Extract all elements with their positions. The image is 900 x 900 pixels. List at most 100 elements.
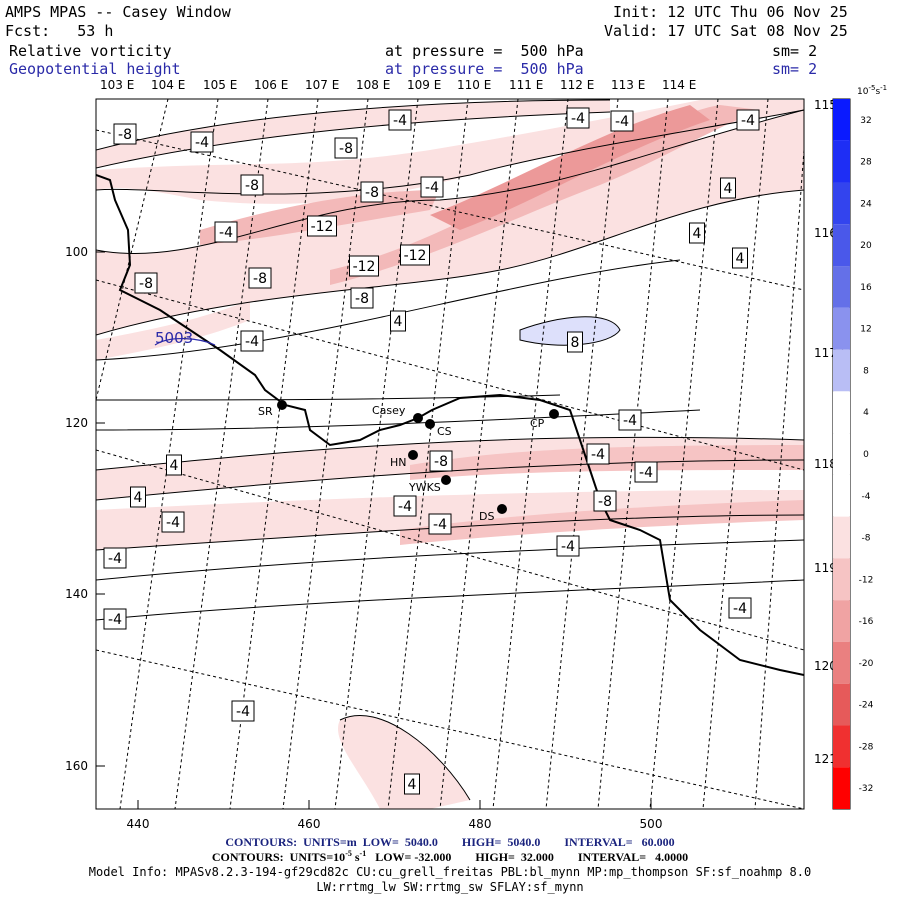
svg-text:-8: -8 [118,127,132,143]
contour-label: 8 [567,331,583,353]
colorbar-label: -20 [859,659,874,669]
svg-text:4: 4 [394,314,403,330]
svg-text:-4: -4 [733,601,747,617]
y-tick-label: 100 [65,245,88,259]
shade-band-6 [430,105,710,230]
x-tick-label: 440 [127,817,150,831]
y-tick-label: 120 [65,416,88,430]
colorbar-swatch [833,433,850,475]
svg-text:-12: -12 [353,259,376,275]
geopotential-contour [154,337,216,346]
colorbar-label: -16 [859,617,874,627]
contour-label: 4 [130,486,146,508]
contour-label: 4 [390,310,406,332]
field2-smoothing: sm= 2 [772,60,818,78]
contour-label: -4 [103,547,127,569]
colorbar-swatch [833,307,850,350]
contour-label: -8 [350,287,374,309]
colorbar-swatch [833,600,850,642]
contour-label: 4 [404,773,420,795]
contour-label: -12 [307,215,337,237]
colorbar-label: -28 [859,742,874,752]
svg-text:-4: -4 [245,334,259,350]
station-hn: HN [390,450,418,469]
init-time: Init: 12 UTC Thu 06 Nov 25 [613,3,848,21]
colorbar-labels: 32 28 24 20 16 12 8 4 0 -4 -8 -12 -16 -20 -24 -28 -32 [859,116,874,794]
top-lon-label: 108 E [356,78,390,92]
colorbar-label: 12 [860,325,871,335]
contour-label: -4 [161,511,185,533]
valid-time: Valid: 17 UTC Sat 08 Nov 25 [604,22,848,40]
contour-label: -4 [190,131,214,153]
contour-label: 4 [732,247,748,269]
svg-text:-8: -8 [355,291,369,307]
colorbar-label: 8 [863,366,869,376]
station-ds: DS [479,504,507,523]
colorbar-label: -12 [859,575,874,585]
contour-label: 4 [689,222,705,244]
svg-text:-4: -4 [591,447,605,463]
svg-text:-4: -4 [571,111,585,127]
x-axis-ticks: 440 460 480 500 [127,800,662,831]
svg-text:-8: -8 [253,271,267,287]
field1-name: Relative vorticity [9,42,172,60]
colorbar-swatch [833,349,850,392]
contour-label: -4 [103,608,127,630]
svg-text:-8: -8 [245,178,259,194]
top-lon-labels: 103 E 104 E 105 E 106 E 107 E 108 E 109 E 110 E… [100,78,696,92]
svg-text:-4: -4 [108,551,122,567]
y-tick-label: 160 [65,759,88,773]
colorbar-swatch [833,266,850,308]
plot-area [96,99,804,809]
contour-label: -4 [388,109,412,131]
colorbar-swatch [833,725,850,768]
contour-label: -4 [728,597,752,619]
forecast-hour: Fcst: 53 h [5,22,114,40]
contour-label: -4 [393,495,417,517]
colorbar-swatch [833,516,850,559]
lon-graticule [96,99,804,809]
svg-text:-4: -4 [236,704,250,720]
shade-band-5 [330,105,760,285]
svg-text:-4: -4 [219,225,233,241]
shade-band-7 [96,300,250,360]
contour-label: -8 [593,490,617,512]
svg-text:-8: -8 [339,141,353,157]
shade-band-1 [96,100,610,168]
svg-text:-4: -4 [639,465,653,481]
colorbar-label: 20 [860,241,872,251]
contour-label: -12 [349,255,379,277]
svg-text:-4: -4 [561,539,575,555]
colorbar-swatch [833,474,850,517]
colorbar-label: -32 [859,784,874,794]
top-lon-label: 109 E [407,78,441,92]
svg-text:4: 4 [408,777,417,793]
contour-label: -8 [113,123,137,145]
colorbar-fills [833,99,850,809]
svg-text:-4: -4 [623,413,637,429]
svg-text:4: 4 [170,458,179,474]
field2-name: Geopotential height [9,60,181,78]
vorticity-shading [96,100,804,809]
station-label-ywks: YWKS [408,481,441,494]
top-lon-label: 114 E [662,78,696,92]
colorbar-swatch [833,182,850,225]
colorbar-unit: 10-5s-1 [857,84,887,97]
contour-label: -8 [248,267,272,289]
svg-text:-4: -4 [393,113,407,129]
station-ywks: YWKS [408,475,451,494]
station-casey: Casey [372,404,423,423]
contour-label: -8 [134,272,158,294]
contour-label: -4 [231,700,255,722]
svg-text:-4: -4 [433,517,447,533]
svg-text:4: 4 [736,251,745,267]
contour-label: -4 [586,443,610,465]
x-tick-label: 460 [298,817,321,831]
top-lon-label: 105 E [203,78,237,92]
station-sr: SR [258,400,287,418]
colorbar-swatch [833,391,850,434]
height-contour-label: 5003 [155,329,193,347]
field2-level: at pressure = 500 hPa [385,60,584,78]
contour-label: -12 [400,244,430,266]
y-axis-ticks: 100 120 140 160 [65,245,105,773]
